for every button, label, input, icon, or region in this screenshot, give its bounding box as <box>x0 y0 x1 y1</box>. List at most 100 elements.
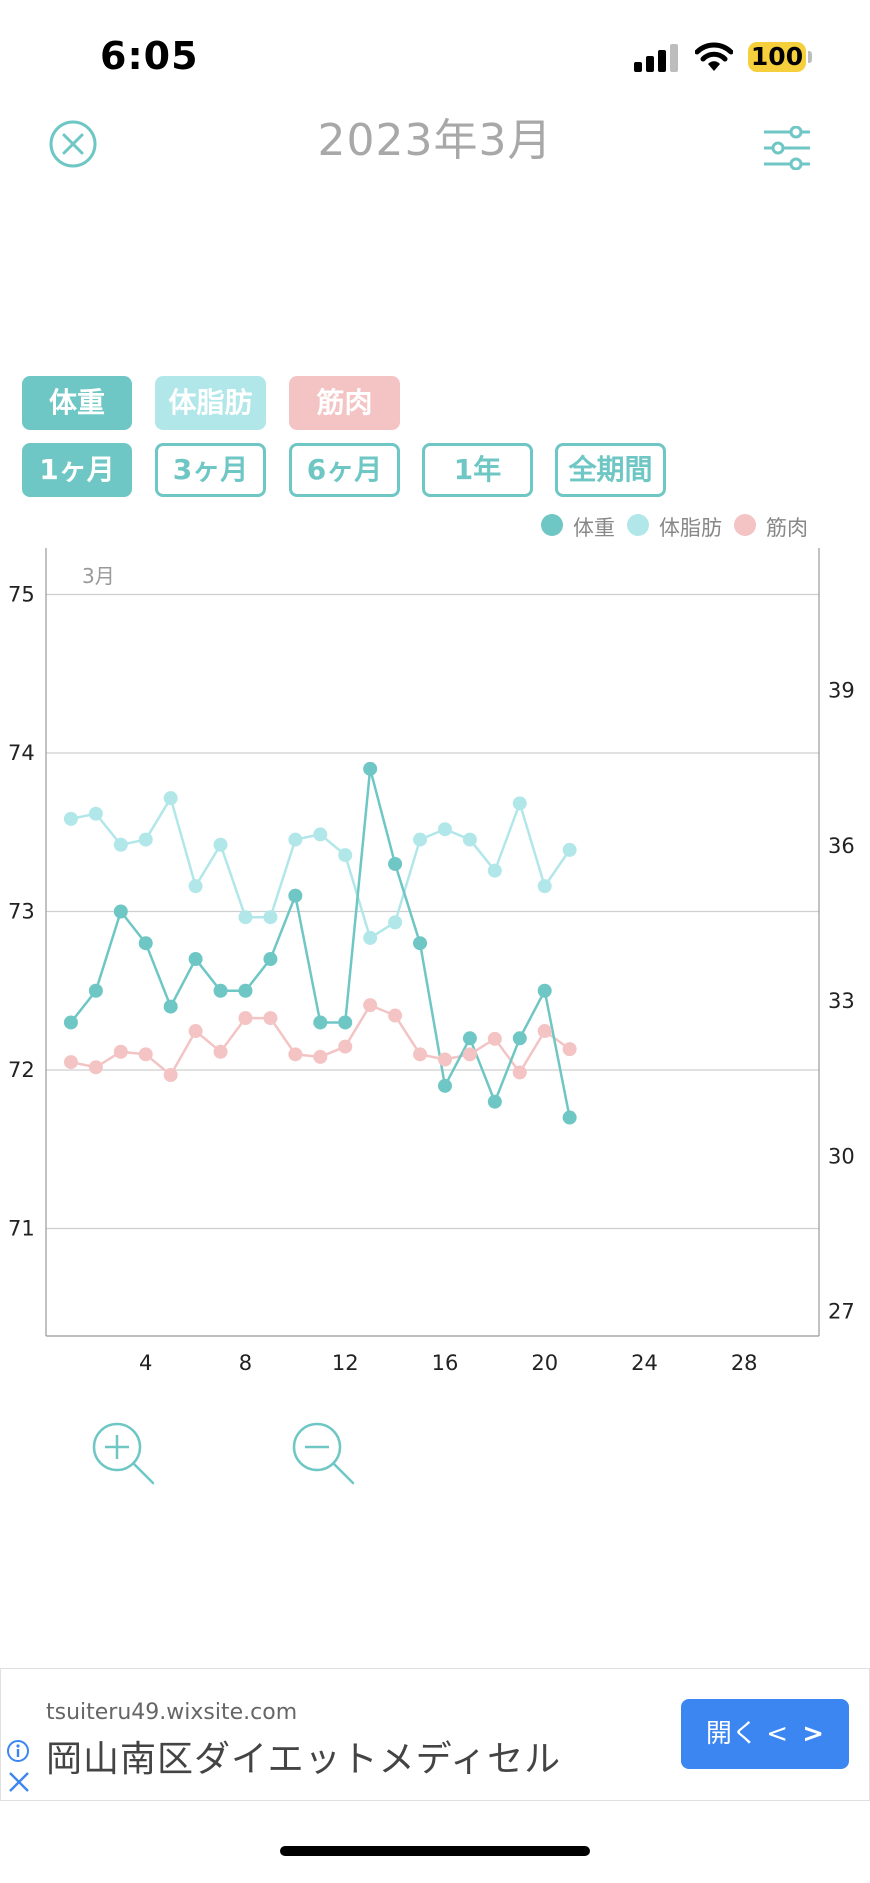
data-point-weight <box>388 856 403 871</box>
data-point-body-fat <box>462 832 477 847</box>
data-point-muscle <box>288 1047 303 1062</box>
x-tick-label: 16 <box>432 1351 459 1375</box>
data-point-weight <box>413 936 428 951</box>
period-tab-3-months[interactable]: 3ヶ月 <box>155 443 266 497</box>
data-point-body-fat <box>288 832 303 847</box>
y-tick-label-left: 75 <box>8 583 35 607</box>
data-point-weight <box>138 936 153 951</box>
data-point-body-fat <box>338 848 353 863</box>
data-point-weight <box>88 983 103 998</box>
data-point-muscle <box>388 1008 403 1023</box>
legend-muscle-dot <box>734 514 756 536</box>
tab-body-fat[interactable]: 体脂肪 <box>155 376 266 430</box>
data-point-weight <box>238 983 253 998</box>
zoom-in-icon[interactable] <box>90 1420 156 1486</box>
data-point-body-fat <box>413 832 428 847</box>
y-tick-label-right: 39 <box>828 679 855 703</box>
signal-icon <box>634 44 678 72</box>
data-point-body-fat <box>437 822 452 837</box>
data-point-body-fat <box>487 863 502 878</box>
y-tick-label-right: 36 <box>828 834 855 858</box>
line-chart: 71 72 73 74 75 27 30 33 36 39 4 8 12 16 20 24 28 3月 <box>8 548 855 1375</box>
data-point-weight <box>562 1110 577 1125</box>
tab-weight[interactable]: 体重 <box>22 376 132 430</box>
x-tick-label: 24 <box>631 1351 658 1375</box>
period-tab-1-month[interactable]: 1ヶ月 <box>22 443 132 497</box>
page-title: 2023年3月 <box>317 115 553 166</box>
data-point-weight <box>462 1031 477 1046</box>
period-tab-1-year[interactable]: 1年 <box>422 443 533 497</box>
y-tick-label-right: 33 <box>828 989 855 1013</box>
data-point-body-fat <box>88 806 103 821</box>
status-time: 6:05 <box>100 34 199 78</box>
ad-open-button[interactable]: 開く < > <box>681 1699 849 1769</box>
data-point-muscle <box>163 1068 178 1083</box>
data-point-body-fat <box>63 811 78 826</box>
ad-close-icon[interactable] <box>8 1771 30 1793</box>
period-tab-all[interactable]: 全期間 <box>555 443 666 497</box>
chevron-left-icon: < <box>766 1719 788 1749</box>
data-point-muscle <box>413 1047 428 1062</box>
legend-body-fat-dot <box>627 514 649 536</box>
data-point-muscle <box>263 1011 278 1026</box>
data-point-muscle <box>88 1060 103 1075</box>
data-point-weight <box>113 904 128 919</box>
tab-muscle[interactable]: 筋肉 <box>289 376 400 430</box>
data-point-body-fat <box>562 842 577 857</box>
y-tick-label-left: 71 <box>8 1217 35 1241</box>
data-point-weight <box>288 888 303 903</box>
battery-indicator: 100 <box>748 42 806 72</box>
data-point-muscle <box>238 1011 253 1026</box>
data-point-weight <box>313 1015 328 1030</box>
data-point-muscle <box>338 1039 353 1054</box>
data-point-muscle <box>138 1047 153 1062</box>
data-point-body-fat <box>363 930 378 945</box>
y-tick-label-left: 74 <box>8 741 35 765</box>
data-point-body-fat <box>238 910 253 925</box>
data-point-body-fat <box>113 837 128 852</box>
y-tick-label-left: 73 <box>8 900 35 924</box>
data-point-muscle <box>512 1065 527 1080</box>
data-point-muscle <box>363 998 378 1013</box>
data-point-muscle <box>213 1044 228 1059</box>
data-point-muscle <box>313 1049 328 1064</box>
y-tick-label-left: 72 <box>8 1058 35 1082</box>
legend-weight-label: 体重 <box>573 516 615 540</box>
data-point-muscle <box>462 1047 477 1062</box>
data-point-muscle <box>113 1044 128 1059</box>
data-point-weight <box>437 1078 452 1093</box>
data-point-body-fat <box>512 796 527 811</box>
x-tick-label: 8 <box>239 1351 252 1375</box>
y-tick-label-right: 30 <box>828 1144 855 1168</box>
data-point-muscle <box>437 1052 452 1067</box>
ad-info-icon[interactable] <box>6 1739 30 1763</box>
home-indicator <box>280 1846 590 1856</box>
x-tick-label: 12 <box>332 1351 359 1375</box>
data-point-weight <box>512 1031 527 1046</box>
legend-body-fat-label: 体脂肪 <box>659 516 722 540</box>
data-point-body-fat <box>188 879 203 894</box>
data-point-body-fat <box>388 915 403 930</box>
close-icon[interactable] <box>48 119 98 169</box>
ad-domain: tsuiteru49.wixsite.com <box>46 1700 298 1725</box>
period-tab-6-months[interactable]: 6ヶ月 <box>289 443 400 497</box>
data-point-muscle <box>562 1042 577 1057</box>
data-point-weight <box>188 952 203 967</box>
zoom-out-icon[interactable] <box>290 1420 356 1486</box>
chevron-right-icon: > <box>802 1719 825 1749</box>
battery-tip <box>808 51 812 63</box>
data-point-weight <box>163 999 178 1014</box>
data-point-weight <box>263 952 278 967</box>
y-tick-label-right: 27 <box>828 1300 855 1324</box>
x-tick-label: 20 <box>531 1351 558 1375</box>
data-point-weight <box>363 761 378 776</box>
filter-settings-icon[interactable] <box>762 126 812 170</box>
data-point-body-fat <box>313 827 328 842</box>
data-point-muscle <box>63 1055 78 1070</box>
legend-muscle-label: 筋肉 <box>766 516 808 540</box>
data-point-body-fat <box>163 791 178 806</box>
legend-weight-dot <box>541 514 563 536</box>
ad-open-button-label: 開く <box>705 1719 758 1749</box>
x-tick-label: 4 <box>139 1351 152 1375</box>
ad-title[interactable]: 岡山南区ダイエットメディセル <box>46 1739 562 1780</box>
